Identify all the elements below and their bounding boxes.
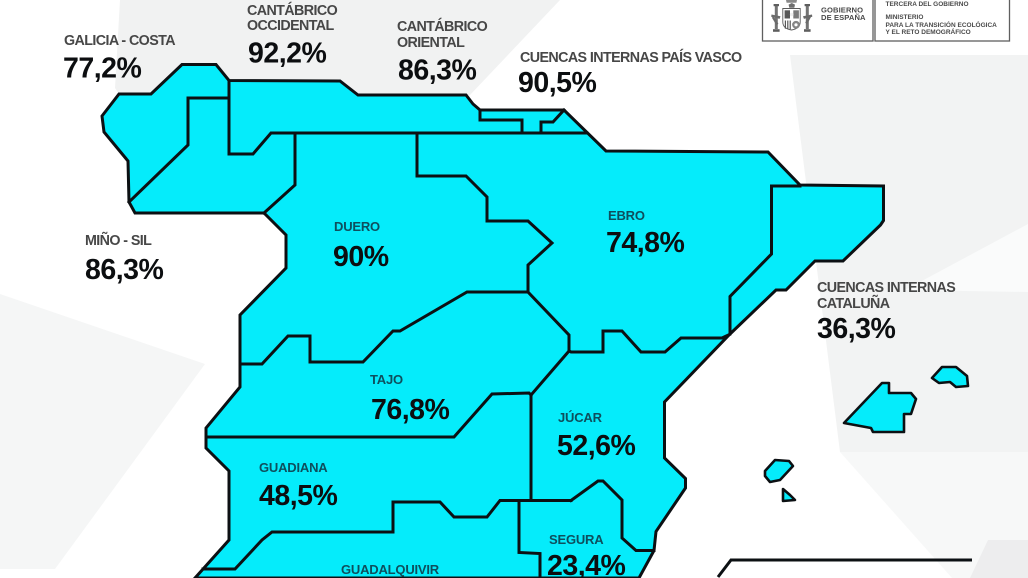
svg-text:CUENCAS INTERNAS: CUENCAS INTERNAS xyxy=(817,280,955,296)
svg-text:OCCIDENTAL: OCCIDENTAL xyxy=(247,18,335,34)
svg-text:CATALUÑA: CATALUÑA xyxy=(817,294,890,312)
svg-text:TERCERA DEL GOBIERNO: TERCERA DEL GOBIERNO xyxy=(886,1,969,8)
svg-text:GUADALQUIVIR: GUADALQUIVIR xyxy=(341,562,440,577)
svg-text:86,3%: 86,3% xyxy=(398,55,476,87)
svg-text:EBRO: EBRO xyxy=(608,208,645,223)
svg-text:MIÑO - SIL: MIÑO - SIL xyxy=(85,231,152,249)
svg-text:CANTÁBRICO: CANTÁBRICO xyxy=(247,2,338,19)
svg-text:23,4%: 23,4% xyxy=(547,550,625,578)
svg-text:77,2%: 77,2% xyxy=(63,53,141,85)
svg-text:GUADIANA: GUADIANA xyxy=(259,460,328,475)
svg-text:48,5%: 48,5% xyxy=(259,480,337,512)
svg-text:92,2%: 92,2% xyxy=(248,38,326,70)
svg-text:DUERO: DUERO xyxy=(334,219,380,234)
svg-text:MINISTERIO: MINISTERIO xyxy=(886,14,924,21)
svg-text:74,8%: 74,8% xyxy=(606,227,684,259)
svg-text:ORIENTAL: ORIENTAL xyxy=(397,35,465,51)
svg-text:SEGURA: SEGURA xyxy=(549,532,604,547)
svg-text:CUENCAS INTERNAS PAÍS VASCO: CUENCAS INTERNAS PAÍS VASCO xyxy=(520,49,742,66)
svg-text:PARA LA TRANSICIÓN ECOLÓGICA: PARA LA TRANSICIÓN ECOLÓGICA xyxy=(886,20,998,29)
svg-text:52,6%: 52,6% xyxy=(557,430,635,462)
svg-text:TAJO: TAJO xyxy=(370,372,403,387)
svg-text:GOBIERNO: GOBIERNO xyxy=(821,5,863,14)
svg-text:CANTÁBRICO: CANTÁBRICO xyxy=(397,18,488,35)
svg-text:Y EL RETO DEMOGRÁFICO: Y EL RETO DEMOGRÁFICO xyxy=(886,27,971,36)
svg-text:90%: 90% xyxy=(333,241,389,273)
svg-text:86,3%: 86,3% xyxy=(85,254,163,286)
svg-text:DE ESPAÑA: DE ESPAÑA xyxy=(821,13,866,22)
svg-text:90,5%: 90,5% xyxy=(518,67,596,99)
svg-text:76,8%: 76,8% xyxy=(371,394,449,426)
svg-text:36,3%: 36,3% xyxy=(817,313,895,345)
svg-text:GALICIA - COSTA: GALICIA - COSTA xyxy=(64,33,175,49)
svg-text:JÚCAR: JÚCAR xyxy=(558,410,603,425)
